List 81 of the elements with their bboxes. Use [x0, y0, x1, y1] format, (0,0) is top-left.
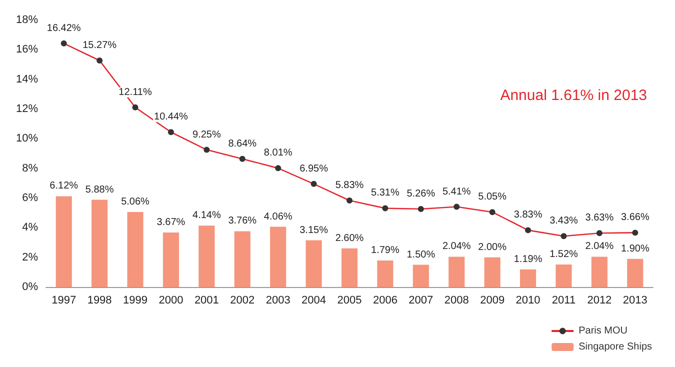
bar: [556, 264, 572, 287]
data-label: 1.90%: [620, 243, 650, 254]
data-label: 8.01%: [264, 148, 292, 159]
bar: [162, 232, 180, 287]
data-label: 1.19%: [514, 254, 542, 265]
y-tick-label: 2%: [22, 251, 38, 264]
data-label: 16.42%: [46, 22, 81, 34]
bar: [198, 226, 215, 287]
data-label: 2.60%: [335, 232, 364, 244]
bar: [127, 212, 144, 287]
data-label: 1.52%: [550, 248, 578, 260]
x-tick-label: 2002: [230, 294, 255, 306]
y-tick-label: 4%: [22, 222, 38, 234]
data-label: 5.83%: [335, 180, 364, 192]
bar: [377, 260, 394, 287]
data-label: 9.25%: [192, 129, 221, 140]
bar: [92, 200, 108, 287]
x-tick-label: 2011: [552, 294, 576, 306]
x-tick-label: 2007: [408, 294, 434, 306]
data-label: 2.04%: [442, 241, 471, 252]
bar: [306, 240, 322, 287]
x-tick-label: 2001: [194, 294, 219, 306]
data-label: 6.95%: [300, 163, 328, 174]
bar: [484, 257, 500, 287]
data-label: 3.43%: [550, 216, 578, 227]
y-tick-label: 16%: [16, 44, 38, 56]
y-tick-label: 12%: [16, 103, 38, 115]
data-label: 10.44%: [154, 112, 188, 123]
data-label: 3.63%: [585, 212, 614, 224]
bar: [591, 256, 608, 287]
data-label: 5.06%: [121, 196, 150, 208]
data-label: 5.41%: [442, 186, 471, 198]
x-tick-label: 1999: [123, 294, 148, 306]
data-label: 4.14%: [192, 210, 221, 222]
y-tick-label: 0%: [22, 281, 38, 293]
data-label: 12.11%: [118, 86, 152, 98]
data-label: 15.27%: [82, 40, 117, 51]
legend-label: Paris MOU: [578, 326, 628, 336]
x-tick-label: 2012: [587, 294, 612, 306]
data-label: 1.79%: [371, 244, 400, 256]
data-label: 3.83%: [514, 210, 542, 221]
x-tick-label: 2009: [480, 294, 505, 306]
x-tick-label: 2000: [158, 294, 184, 306]
data-label: 2.04%: [585, 241, 614, 252]
y-tick-label: 18%: [16, 14, 38, 26]
bar: [270, 226, 286, 287]
x-tick-label: 2004: [302, 294, 326, 306]
data-label: 3.76%: [228, 216, 257, 227]
data-label: 6.12%: [50, 180, 78, 192]
data-label: 5.88%: [85, 184, 114, 196]
bar: [448, 256, 465, 287]
annotation: Annual 1.61% in 2013: [500, 87, 648, 104]
bar: [234, 231, 250, 287]
data-label: 3.66%: [620, 212, 650, 224]
y-tick-label: 14%: [16, 73, 38, 86]
data-label: 5.05%: [478, 192, 507, 203]
data-label: 5.26%: [406, 188, 436, 200]
data-label: 2.00%: [478, 242, 507, 253]
x-tick-label: 2010: [516, 294, 540, 306]
x-tick-label: 2013: [622, 294, 648, 306]
data-label: 5.31%: [371, 188, 400, 199]
bar: [341, 248, 358, 287]
x-tick-label: 1998: [87, 294, 112, 306]
x-tick-label: 2008: [444, 294, 469, 306]
bar: [412, 264, 429, 287]
x-tick-label: 2003: [266, 294, 290, 306]
data-label: 3.15%: [300, 224, 328, 236]
data-label: 4.06%: [264, 211, 292, 222]
bar: [627, 258, 644, 287]
bar: [520, 269, 536, 287]
data-label: 1.50%: [406, 249, 436, 260]
x-tick-label: 2006: [372, 294, 398, 306]
data-label: 8.64%: [228, 138, 257, 150]
y-tick-label: 10%: [16, 132, 38, 145]
y-tick-label: 6%: [22, 192, 38, 204]
x-tick-label: 2005: [337, 294, 362, 306]
bar: [56, 196, 72, 287]
y-tick-label: 8%: [22, 162, 38, 174]
x-tick-label: 1997: [52, 294, 76, 306]
legend-label: Singapore Ships: [578, 342, 652, 352]
data-label: 3.67%: [156, 217, 186, 228]
